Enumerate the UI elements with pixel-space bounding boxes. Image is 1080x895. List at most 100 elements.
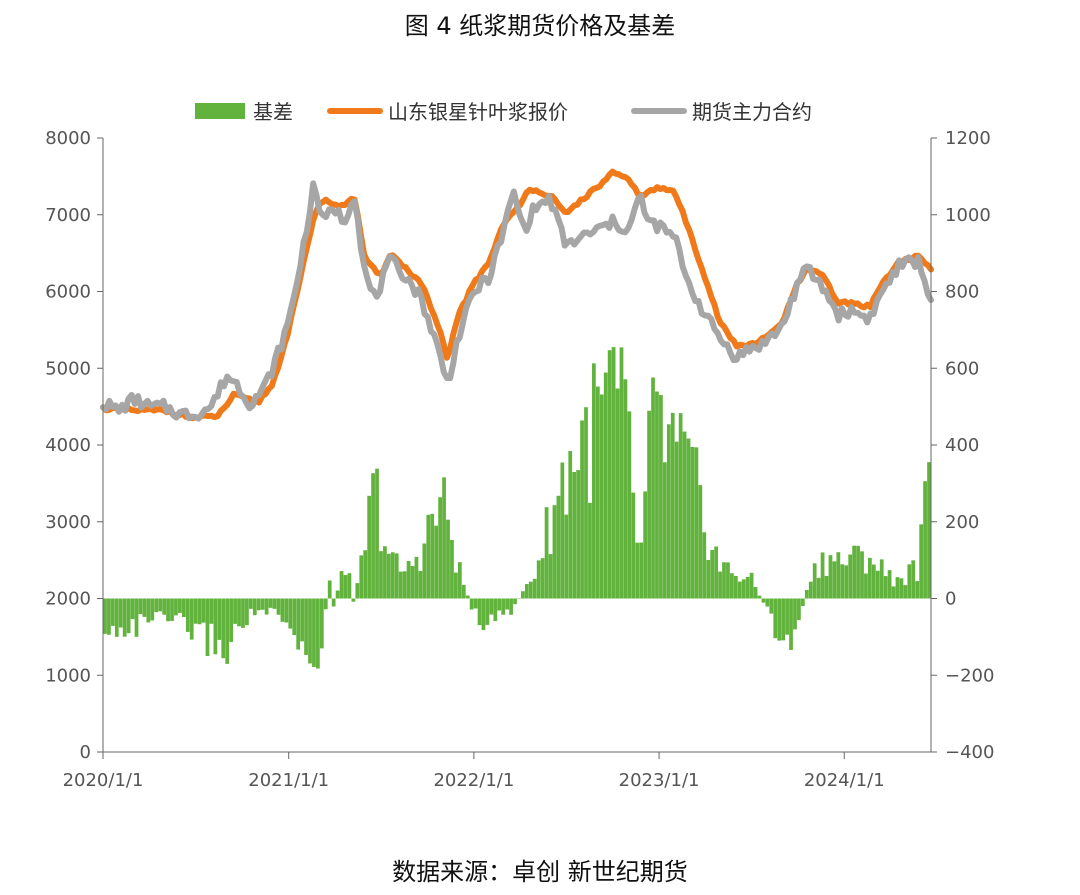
basis-bar: [138, 598, 143, 615]
left-tick-label: 2000: [45, 589, 91, 610]
legend-swatch-basis: [195, 103, 245, 119]
x-tick-label: 2022/1/1: [433, 770, 514, 791]
basis-bar: [580, 420, 584, 599]
basis-bar: [118, 598, 123, 628]
basis-bar: [225, 598, 230, 664]
basis-bar: [493, 598, 498, 622]
basis-bar: [808, 581, 813, 599]
basis-bar: [410, 565, 415, 599]
basis-bar: [245, 598, 249, 626]
basis-bar: [635, 542, 640, 599]
basis-bar: [276, 598, 281, 615]
left-tick-label: 6000: [45, 282, 91, 303]
basis-bar: [860, 551, 864, 599]
basis-bar: [544, 507, 549, 599]
right-tick-label: 600: [945, 358, 979, 379]
basis-bar: [592, 363, 596, 599]
basis-bar: [134, 598, 139, 637]
basis-bar: [296, 598, 301, 650]
basis-bar: [820, 552, 825, 599]
basis-bar: [158, 598, 163, 612]
basis-bar: [844, 565, 849, 599]
basis-bar: [237, 598, 241, 627]
basis-bar: [599, 394, 604, 599]
basis-bar: [477, 598, 482, 626]
basis-bar: [670, 412, 675, 599]
basis-bar: [154, 598, 159, 613]
basis-bar: [686, 438, 691, 599]
basis-bar: [852, 545, 856, 599]
basis-bar: [832, 561, 837, 599]
left-tick-label: 1000: [45, 665, 91, 686]
basis-bar: [355, 583, 360, 599]
basis-bar: [264, 598, 269, 615]
basis-bar: [126, 598, 131, 634]
price-lines: [100, 168, 934, 422]
basis-bar: [185, 598, 190, 632]
basis-bar: [426, 514, 431, 599]
basis-bar: [481, 598, 486, 630]
basis-bar: [457, 562, 462, 599]
basis-bar: [304, 598, 308, 655]
basis-bar: [331, 598, 336, 607]
left-tick-label: 3000: [45, 512, 91, 533]
chart-source: 数据来源：卓创 新世纪期货: [392, 858, 688, 886]
basis-bar: [442, 477, 446, 599]
basis-bar: [552, 505, 557, 599]
x-tick-label: 2023/1/1: [619, 770, 700, 791]
axes: 010002000300040005000600070008000−400−20…: [45, 128, 994, 791]
basis-bar: [233, 598, 237, 624]
basis-bar: [643, 491, 648, 599]
basis-bar: [883, 576, 888, 599]
basis-bar: [521, 591, 525, 599]
basis-bar: [564, 514, 569, 599]
basis-bar: [749, 572, 754, 599]
basis-bar: [371, 473, 375, 599]
basis-bar: [359, 555, 364, 599]
basis-bar: [150, 598, 155, 621]
right-tick-label: 1200: [945, 128, 991, 149]
basis-bar: [288, 598, 293, 629]
basis-bar: [864, 573, 868, 599]
basis-bar: [335, 590, 340, 599]
basis-bar: [627, 411, 632, 599]
basis-bar: [268, 598, 273, 608]
basis-bar: [386, 553, 391, 599]
basis-bar: [509, 598, 513, 615]
basis-bar: [655, 391, 659, 599]
basis-bar: [450, 539, 454, 599]
basis-bar: [631, 492, 636, 599]
basis-bar: [256, 598, 261, 611]
basis-bar: [745, 576, 750, 599]
legend-label: 期货主力合约: [692, 100, 812, 124]
basis-bar: [170, 598, 174, 621]
basis-bar: [379, 551, 383, 599]
basis-bar: [879, 559, 884, 599]
basis-bar: [414, 556, 419, 599]
basis-bar: [536, 560, 541, 599]
basis-bar: [765, 598, 770, 607]
basis-bar: [197, 598, 202, 625]
basis-bar: [213, 598, 218, 655]
basis-bar: [524, 584, 529, 599]
basis-bar: [485, 598, 490, 625]
right-tick-label: −200: [945, 665, 994, 686]
basis-bar: [327, 580, 332, 599]
basis-bar: [840, 564, 845, 599]
left-tick-label: 5000: [45, 358, 91, 379]
chart-title: 图 4 纸浆期货价格及基差: [404, 12, 676, 40]
basis-bar: [737, 581, 742, 599]
basis-bar: [434, 525, 439, 599]
basis-bar: [607, 350, 612, 599]
basis-bar: [130, 598, 135, 619]
legend-label: 基差: [253, 100, 293, 124]
basis-bar: [915, 581, 920, 599]
right-tick-label: 1000: [945, 205, 991, 226]
basis-bar: [789, 598, 793, 650]
basis-bar: [548, 554, 553, 599]
basis-bar: [174, 598, 178, 616]
basis-bar: [390, 552, 395, 599]
basis-bar: [714, 546, 718, 599]
basis-bar: [615, 388, 620, 599]
basis-bar: [793, 598, 797, 630]
